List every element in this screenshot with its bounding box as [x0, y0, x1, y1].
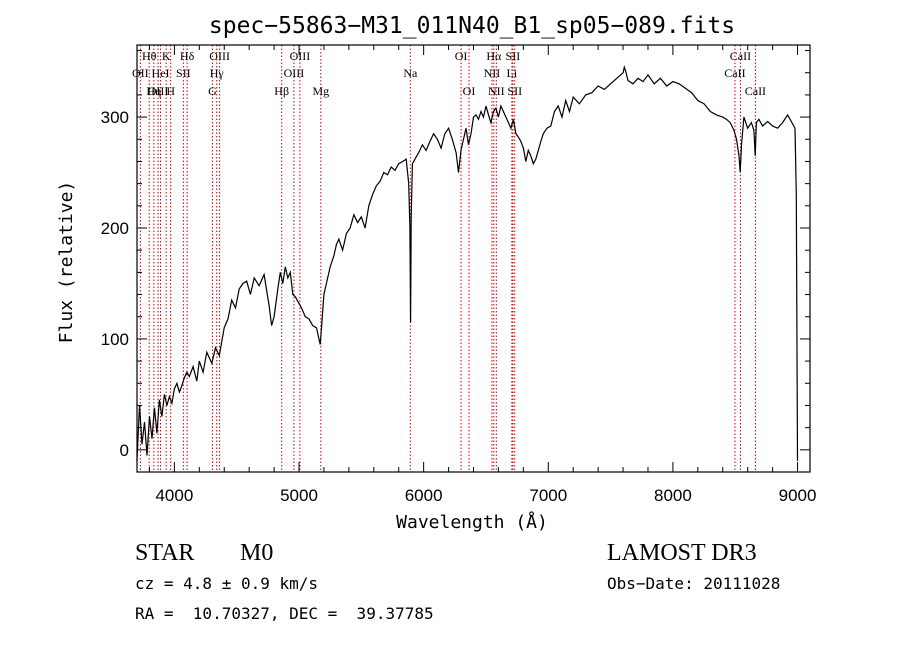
- spectral-line-label: HeI: [152, 66, 170, 80]
- spectral-line-label: Mg: [312, 84, 329, 98]
- spectral-line-label: SII: [506, 49, 521, 63]
- observation-date: Obs−Date: 20111028: [607, 574, 781, 593]
- object-subclass: M0: [240, 540, 274, 566]
- spectral-line-label: Hγ: [210, 66, 225, 80]
- y-axis-ticks: 0 100 200 300: [101, 50, 810, 473]
- chart-title: spec−55863−M31_011N40_B1_sp05−089.fits: [209, 13, 735, 39]
- spectral-line-label: K: [162, 49, 171, 63]
- spectral-line-label: Li: [507, 66, 518, 80]
- survey-name: LAMOST DR3: [607, 540, 757, 566]
- y-tick-label: 0: [120, 441, 129, 460]
- spectral-line-label: SII: [176, 66, 191, 80]
- spectral-line-label: OIII: [148, 84, 169, 98]
- x-tick-label: 6000: [405, 486, 443, 505]
- x-tick-label: 5000: [280, 486, 318, 505]
- spectral-line-label: H: [166, 84, 175, 98]
- spectral-line-label: Hδ: [180, 49, 195, 63]
- spectral-line-label: OI: [463, 84, 476, 98]
- y-tick-label: 200: [101, 219, 129, 238]
- spectral-line-label: CaII: [724, 66, 745, 80]
- redshift-velocity: cz = 4.8 ± 0.9 km/s: [135, 574, 319, 593]
- spectral-line-label: OIII: [209, 49, 230, 63]
- spectral-line-label: Hη: [146, 84, 161, 98]
- spectrum-line: [136, 65, 799, 461]
- x-tick-label: 7000: [529, 486, 567, 505]
- y-axis-label: Flux (relative): [56, 181, 77, 344]
- spectral-line-label: OI: [455, 49, 468, 63]
- spectral-line-markers: [139, 45, 756, 472]
- spectral-line-label: CaII: [730, 49, 751, 63]
- x-tick-label: 8000: [654, 486, 692, 505]
- x-axis-label: Wavelength (Å): [396, 511, 548, 533]
- x-tick-label: 4000: [155, 486, 193, 505]
- spectral-line-label: CaII: [745, 84, 766, 98]
- spectral-line-label: SII: [507, 84, 522, 98]
- x-tick-label: 9000: [779, 486, 817, 505]
- spectral-line-label: OIII: [290, 49, 311, 63]
- spectral-line-label: NII: [488, 84, 505, 98]
- spectral-line-label: Hβ: [274, 84, 289, 98]
- object-class: STAR: [135, 540, 195, 566]
- y-tick-label: 300: [101, 108, 129, 127]
- y-tick-label: 100: [101, 330, 129, 349]
- spectral-line-label: NII: [484, 66, 501, 80]
- spectral-line-label: G: [208, 84, 217, 98]
- spectral-line-label: Hθ: [142, 49, 157, 63]
- spectral-line-label: Na: [403, 66, 418, 80]
- x-axis-ticks: 4000 5000 6000 7000 8000 9000: [148, 45, 817, 505]
- coordinates: RA = 10.70327, DEC = 39.37785: [135, 604, 434, 623]
- spectral-line-label: Hα: [486, 49, 502, 63]
- spectral-line-label: OIII: [284, 66, 305, 80]
